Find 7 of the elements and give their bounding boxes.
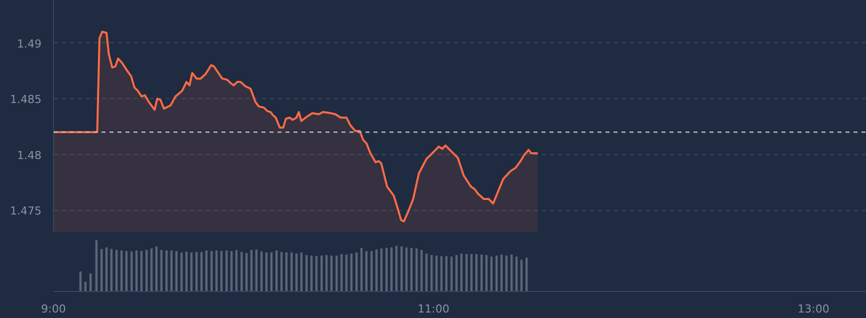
y-tick-label: 1.485 xyxy=(10,93,42,106)
x-tick-label: 9:00 xyxy=(41,302,66,316)
y-tick-label: 1.48 xyxy=(17,148,42,162)
y-tick-label: 1.475 xyxy=(10,204,42,218)
x-tick-label: 11:00 xyxy=(418,302,450,316)
x-tick-label: 13:00 xyxy=(798,302,830,316)
y-tick-label: 1.49 xyxy=(17,37,42,50)
